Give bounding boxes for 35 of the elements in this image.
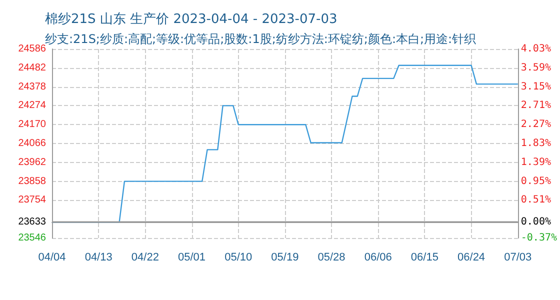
x-tick-label: 04/22 — [131, 252, 159, 264]
y-tick-label: 24274 — [18, 100, 46, 112]
y2-tick-label: 0.95% — [520, 176, 551, 187]
x-tick-label: 05/28 — [318, 252, 346, 264]
y2-tick-label: 0.00% — [520, 216, 551, 228]
chart-title: 棉纱21S 山东 生产价 2023-04-04 - 2023-07-03 — [45, 12, 338, 27]
x-tick-label: 05/10 — [224, 252, 252, 264]
y-tick-label: 23962 — [18, 156, 46, 168]
y2-tick-label: 2.71% — [520, 100, 551, 112]
y2-tick-label: 2.27% — [520, 119, 551, 130]
y-tick-label: 23754 — [18, 194, 46, 206]
y-tick-label: 23546 — [18, 232, 46, 244]
y-tick-label: 24586 — [18, 44, 46, 54]
y-tick-label: 23633 — [18, 216, 46, 228]
x-tick-label: 05/01 — [178, 252, 206, 264]
y-tick-label: 24378 — [18, 81, 46, 92]
x-tick-label: 07/03 — [504, 252, 532, 264]
y2-tick-label: 3.59% — [520, 62, 551, 74]
x-tick-label: 06/15 — [410, 252, 438, 264]
y2-tick-label: 1.39% — [520, 156, 551, 168]
y2-tick-label: -0.37% — [520, 232, 557, 244]
x-tick-label: 04/04 — [38, 252, 66, 264]
y2-tick-label: 4.03% — [520, 44, 551, 54]
chart-subtitle: 纱支:21S;纱质:高配;等级:优等品;股数:1股;纺纱方法:环锭纺;颜色:本白;用途:针织 — [45, 32, 476, 46]
x-tick-label: 04/13 — [84, 252, 112, 264]
y2-tick-label: 0.51% — [520, 194, 551, 206]
x-tick-label: 06/24 — [458, 252, 486, 264]
y-tick-label: 24066 — [18, 138, 46, 149]
y2-tick-label: 3.15% — [520, 81, 551, 92]
y-tick-label: 24170 — [18, 119, 46, 130]
y-tick-label: 23858 — [18, 176, 46, 187]
y-tick-label: 24482 — [18, 62, 46, 74]
x-tick-label: 06/06 — [364, 252, 392, 264]
y2-tick-label: 1.83% — [520, 138, 551, 149]
x-tick-label: 05/19 — [271, 252, 299, 264]
